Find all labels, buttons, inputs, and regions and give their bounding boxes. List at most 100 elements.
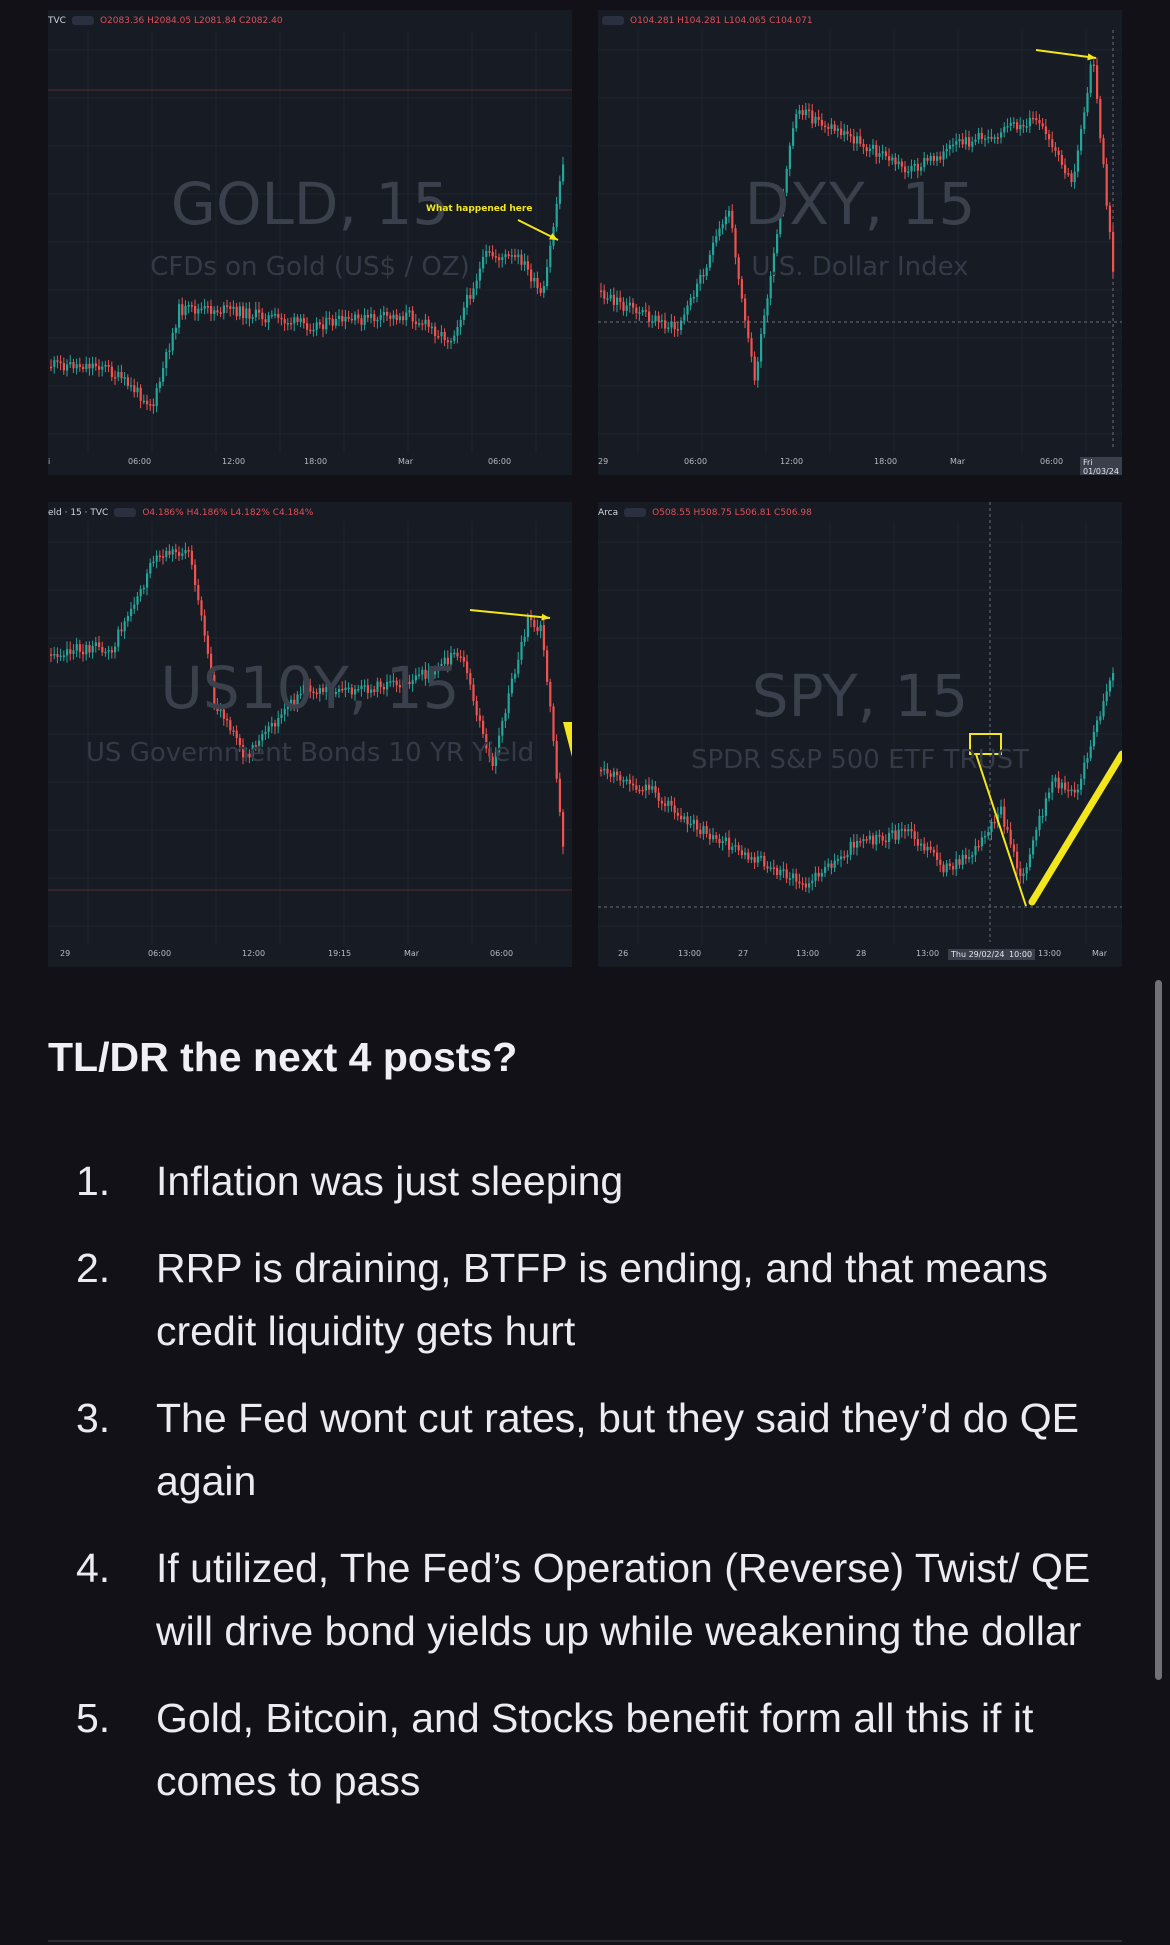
candle: [347, 687, 350, 690]
candle: [718, 228, 721, 237]
candle: [644, 310, 647, 312]
candle: [504, 254, 507, 258]
candle: [849, 841, 852, 855]
candle: [360, 318, 363, 325]
candle: [654, 315, 657, 322]
candle: [459, 656, 462, 658]
candle: [245, 308, 248, 319]
candle: [619, 775, 622, 781]
candle: [1067, 173, 1070, 175]
candle: [472, 288, 475, 299]
candle: [149, 404, 152, 406]
candle: [226, 718, 229, 721]
candle: [168, 550, 171, 555]
candle: [632, 302, 635, 308]
candle: [625, 779, 628, 782]
candle: [533, 277, 536, 282]
candle: [190, 305, 193, 307]
candle: [830, 124, 833, 129]
candle: [1016, 122, 1019, 130]
candle: [840, 856, 843, 860]
candle: [117, 371, 120, 378]
candle: [94, 363, 97, 367]
candle: [494, 752, 497, 767]
us10y-arrow: [469, 609, 551, 619]
candle: [299, 693, 302, 696]
dxy-chart[interactable]: O104.281 H104.281 L104.065 C104.071 DXY,…: [598, 10, 1122, 475]
gold-chart[interactable]: TVC O2083.36 H2084.05 L2081.84 C2082.40 G…: [48, 10, 572, 475]
candle: [258, 309, 261, 313]
candle: [197, 585, 200, 601]
candle: [875, 834, 878, 845]
candle: [750, 338, 753, 357]
candle: [1057, 777, 1060, 789]
candle: [1067, 789, 1070, 792]
candle: [900, 161, 903, 167]
candle: [603, 768, 606, 771]
candle: [635, 307, 638, 314]
x-tick: 12:00: [242, 949, 266, 958]
candle: [261, 312, 264, 320]
candle: [676, 812, 679, 816]
candle: [88, 644, 91, 653]
gold-watermark-subtitle: CFDs on Gold (US$ / OZ): [150, 252, 470, 282]
candle: [206, 306, 209, 308]
candle: [1083, 112, 1086, 130]
candle: [117, 629, 120, 647]
candle: [296, 317, 299, 322]
list-item: 1. Inflation was just sleeping: [48, 1150, 1128, 1213]
candle: [434, 326, 437, 337]
candle: [907, 171, 910, 173]
candle: [795, 873, 798, 882]
x-tick: 29: [598, 457, 609, 466]
candle: [948, 145, 951, 149]
candle: [836, 128, 839, 131]
candle: [1086, 93, 1089, 113]
candle: [197, 308, 200, 314]
candle: [638, 312, 641, 314]
dxy-arrow-head: [1087, 53, 1096, 61]
spy-chart[interactable]: Arca O508.55 H508.75 L506.81 C506.98 SPY,…: [598, 502, 1122, 967]
candle: [673, 805, 676, 813]
candle: [408, 310, 411, 313]
candle: [270, 314, 273, 317]
candle: [702, 826, 705, 835]
candle: [920, 167, 923, 171]
candle: [398, 316, 401, 321]
candle: [942, 864, 945, 873]
candle: [817, 872, 820, 877]
scrollbar[interactable]: [1155, 980, 1162, 1680]
candle: [686, 816, 689, 825]
list-number: 1.: [76, 1158, 111, 1204]
candle: [328, 317, 331, 320]
candle: [724, 837, 727, 842]
candle: [609, 773, 612, 777]
candle: [680, 320, 683, 331]
candle: [453, 652, 456, 655]
candle: [501, 720, 504, 736]
x-tick: 29: [60, 949, 71, 958]
candle: [926, 846, 929, 851]
x-tick-current: Fri 01/03/24: [1080, 457, 1122, 475]
us10y-chart[interactable]: eld · 15 · TVC O4.186% H4.186% L4.182% C4…: [48, 502, 572, 967]
candle: [318, 322, 321, 325]
candle: [798, 881, 801, 884]
candle: [657, 315, 660, 322]
candle: [833, 860, 836, 868]
candle: [865, 839, 868, 841]
candle: [868, 835, 871, 840]
candle: [788, 145, 791, 169]
candle: [769, 276, 772, 299]
candle: [174, 549, 177, 553]
candle: [536, 277, 539, 289]
candle: [450, 340, 453, 343]
candle: [971, 141, 974, 147]
candle: [923, 158, 926, 168]
candle: [190, 550, 193, 565]
candle: [376, 681, 379, 692]
candle: [293, 699, 296, 707]
candle: [363, 685, 366, 687]
candle: [900, 829, 903, 831]
candle: [1000, 132, 1003, 138]
candle: [338, 315, 341, 319]
